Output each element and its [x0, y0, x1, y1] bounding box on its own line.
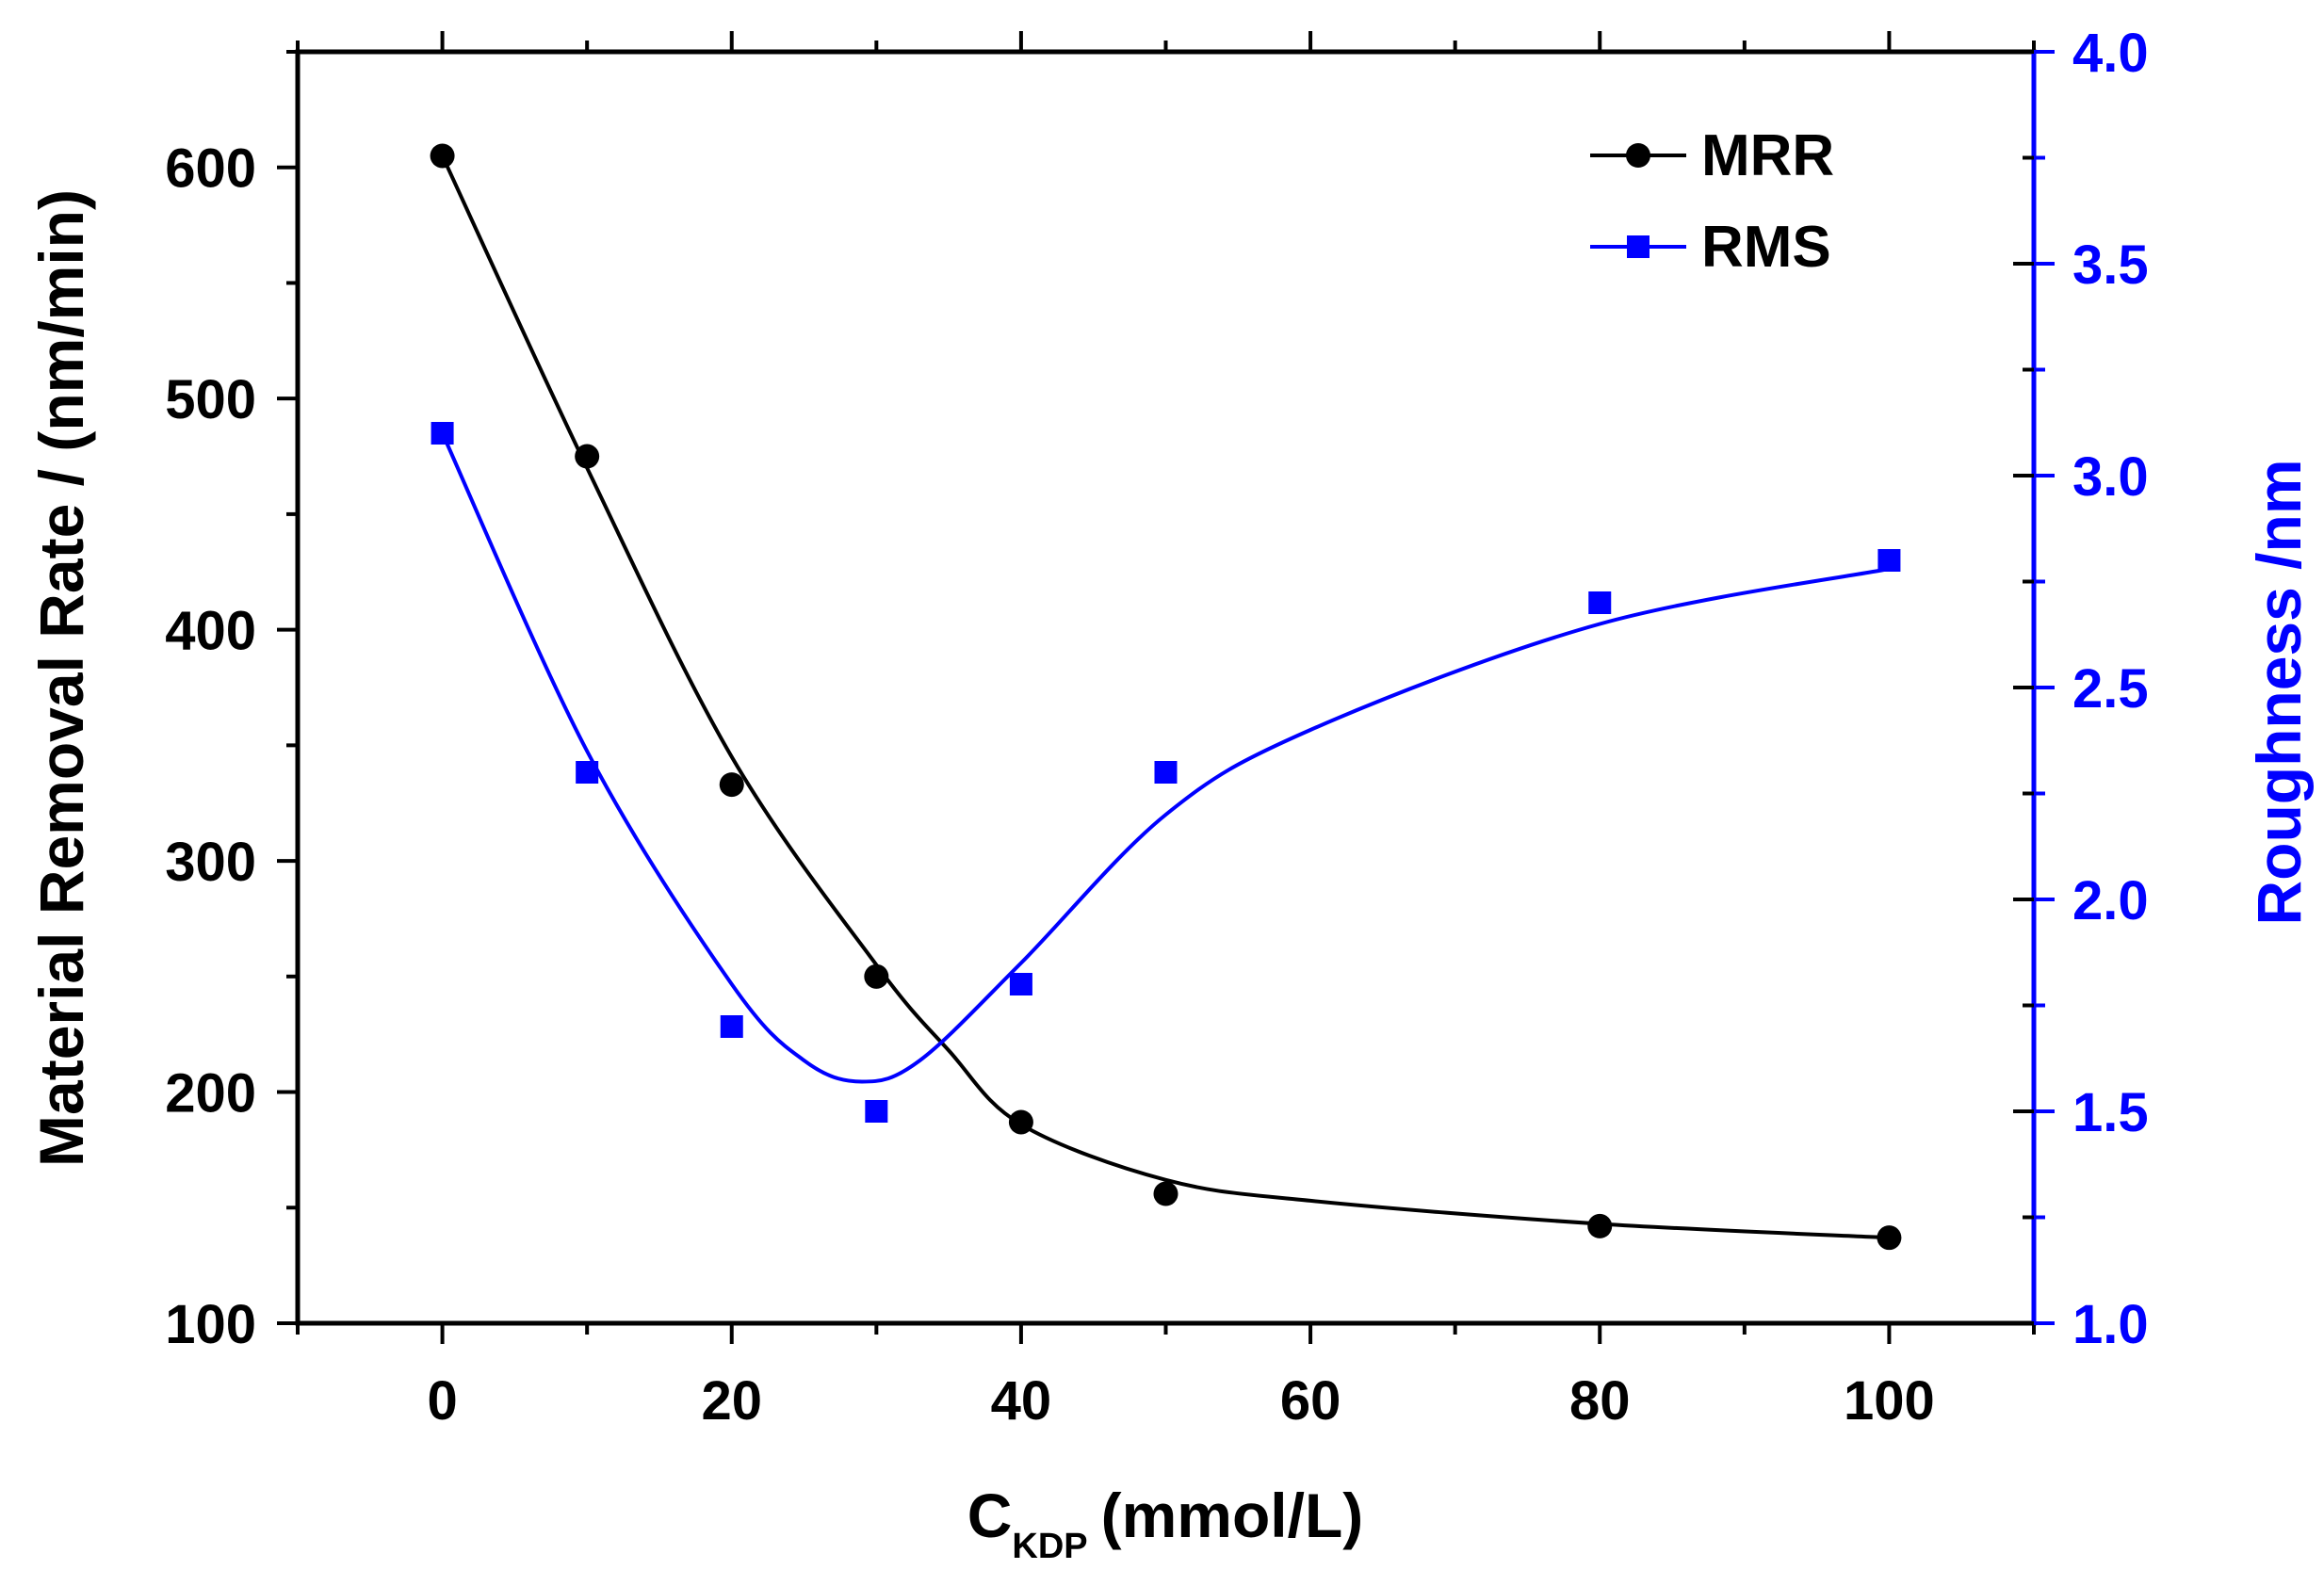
x-tick-label: 60 — [1280, 1370, 1341, 1432]
legend: MRR RMS — [1590, 123, 1834, 280]
y-right-tick-label: 2.0 — [2072, 870, 2149, 931]
y-right-tick-label: 4.0 — [2072, 23, 2149, 84]
data-point-mrr — [719, 772, 744, 798]
data-point-mrr — [430, 143, 455, 169]
y-axis-right-title: Roughness /nm — [2244, 459, 2314, 925]
data-point-mrr — [1877, 1225, 1902, 1251]
x-axis-title: CKDP (mmol/L) — [967, 1481, 1364, 1566]
y-right-tick-label: 3.5 — [2072, 235, 2149, 296]
y-left-tick-label: 500 — [165, 369, 256, 430]
y-left-tick-label: 300 — [165, 832, 256, 893]
legend-entry-mrr: MRR — [1590, 123, 1834, 188]
y-axis-left-title: Material Removal Rate / (nm/min) — [26, 189, 96, 1167]
data-point-mrr — [1153, 1181, 1178, 1206]
legend-rms-label: RMS — [1701, 215, 1831, 280]
y-right-tick-label: 3.0 — [2072, 446, 2149, 508]
data-point-rms — [720, 1015, 743, 1038]
data-markers — [430, 143, 1902, 1251]
y-axis-right: 1.0 1.5 2.0 2.5 3.0 3.5 4.0 — [2013, 23, 2149, 1355]
x-tick-label: 0 — [427, 1370, 457, 1432]
data-point-rms — [1877, 549, 1901, 572]
fit-curves — [440, 154, 1890, 1240]
data-point-mrr — [1587, 1213, 1613, 1238]
legend-mrr-label: MRR — [1701, 123, 1834, 188]
fit-line-rms — [440, 432, 1890, 1084]
legend-mrr-marker — [1626, 143, 1650, 168]
x-axis: 0 20 40 60 80 100 — [296, 31, 2036, 1432]
y-right-tick-label: 1.0 — [2072, 1294, 2149, 1355]
y-left-tick-label: 600 — [165, 138, 256, 200]
y-axis-left: 100 200 300 400 500 600 — [165, 50, 298, 1355]
y-left-tick-label: 200 — [165, 1063, 256, 1125]
data-point-rms — [865, 1100, 888, 1123]
legend-entry-rms: RMS — [1590, 215, 1831, 280]
data-point-mrr — [864, 963, 889, 989]
x-tick-label: 40 — [991, 1370, 1052, 1432]
y-right-tick-label: 2.5 — [2072, 658, 2149, 720]
data-point-rms — [576, 761, 599, 784]
data-point-mrr — [1008, 1109, 1033, 1135]
data-point-rms — [1154, 761, 1178, 784]
y-left-tick-label: 100 — [165, 1294, 256, 1355]
x-tick-label: 80 — [1569, 1370, 1631, 1432]
x-axis-title-main: C — [967, 1481, 1013, 1550]
data-point-rms — [431, 422, 454, 445]
legend-rms-marker — [1627, 235, 1650, 258]
x-axis-title-subscript: KDP — [1012, 1527, 1087, 1566]
y-left-tick-label: 400 — [165, 601, 256, 662]
x-tick-label: 100 — [1844, 1370, 1935, 1432]
y-right-tick-label: 1.5 — [2072, 1082, 2149, 1143]
data-point-rms — [1588, 591, 1612, 614]
data-point-mrr — [575, 444, 600, 469]
fit-line-mrr — [440, 154, 1890, 1240]
data-point-rms — [1009, 973, 1032, 995]
x-tick-label: 20 — [701, 1370, 762, 1432]
x-axis-title-unit: (mmol/L) — [1101, 1481, 1364, 1550]
